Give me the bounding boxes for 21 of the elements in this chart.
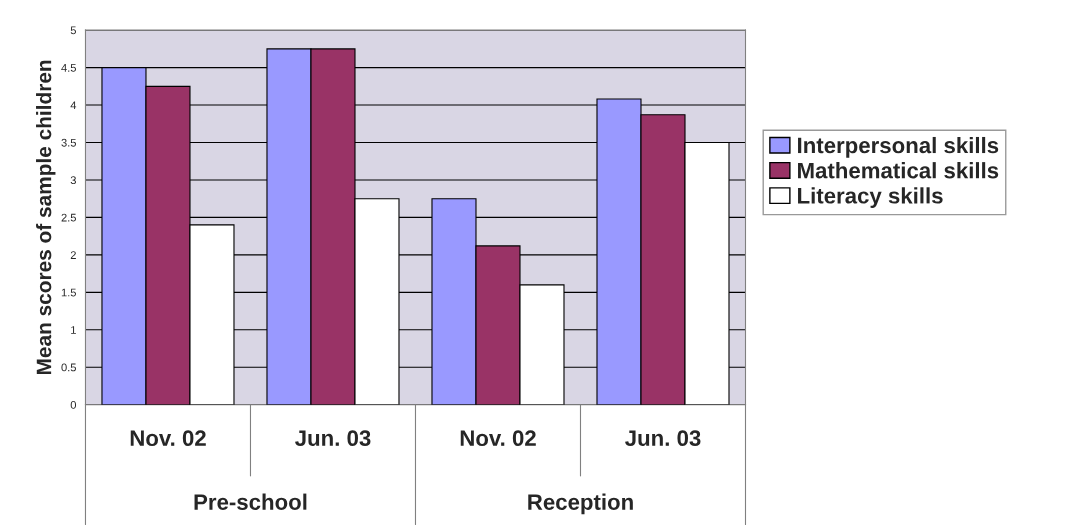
y-tick-label: 0 <box>70 400 77 409</box>
text: Pre-school <box>194 493 307 510</box>
y-tick-label: 3.5 <box>61 138 76 147</box>
legend-label: Mathematical skills <box>798 162 999 179</box>
y-tick-label: 1.5 <box>61 288 76 297</box>
x-tick-label: Jun. 03 <box>625 430 701 447</box>
y-tick-label: 2 <box>70 251 76 259</box>
y-tick-label: 5 <box>70 26 76 35</box>
x-tick-label: Nov. 02 <box>130 430 206 447</box>
legend-label: Interpersonal skills <box>798 136 999 158</box>
y-tick-label: 4 <box>70 101 77 110</box>
legend-label: Literacy skills <box>798 187 943 208</box>
y-tick-label: 3 <box>70 176 76 185</box>
x-tick-label: Nov. 02 <box>460 430 536 447</box>
y-tick-label: 2.5 <box>61 213 76 222</box>
y-tick-label: 4.5 <box>61 63 76 72</box>
x-tick-label: Jun. 03 <box>295 430 371 447</box>
y-tick-label: 0.5 <box>61 363 76 372</box>
y-tick-label: 1 <box>71 326 76 334</box>
y-axis-title: Mean scores of sample children <box>36 60 56 375</box>
text: Reception <box>528 493 633 515</box>
